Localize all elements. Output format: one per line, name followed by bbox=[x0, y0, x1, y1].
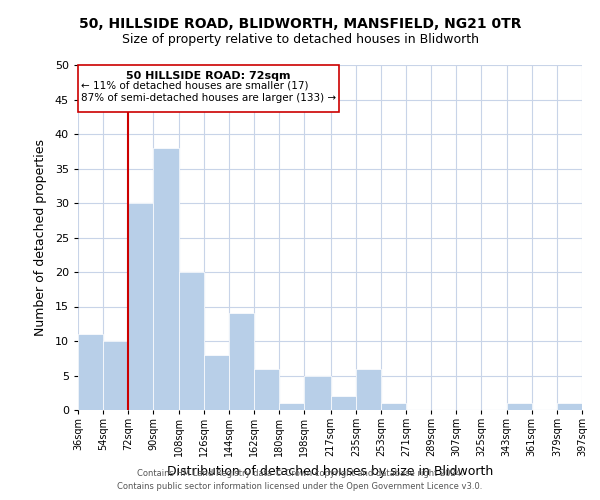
Text: 50, HILLSIDE ROAD, BLIDWORTH, MANSFIELD, NG21 0TR: 50, HILLSIDE ROAD, BLIDWORTH, MANSFIELD,… bbox=[79, 18, 521, 32]
Bar bbox=[381, 403, 406, 410]
Bar bbox=[128, 203, 154, 410]
Bar bbox=[279, 403, 304, 410]
X-axis label: Distribution of detached houses by size in Blidworth: Distribution of detached houses by size … bbox=[167, 464, 493, 477]
Bar bbox=[356, 368, 381, 410]
Y-axis label: Number of detached properties: Number of detached properties bbox=[34, 139, 47, 336]
FancyBboxPatch shape bbox=[78, 65, 339, 112]
Text: Contains HM Land Registry data © Crown copyright and database right 2024.: Contains HM Land Registry data © Crown c… bbox=[137, 468, 463, 477]
Text: Contains public sector information licensed under the Open Government Licence v3: Contains public sector information licen… bbox=[118, 482, 482, 491]
Text: 50 HILLSIDE ROAD: 72sqm: 50 HILLSIDE ROAD: 72sqm bbox=[126, 70, 291, 81]
Bar bbox=[304, 376, 331, 410]
Bar bbox=[179, 272, 203, 410]
Text: Size of property relative to detached houses in Blidworth: Size of property relative to detached ho… bbox=[121, 32, 479, 46]
Bar bbox=[582, 403, 600, 410]
Text: 87% of semi-detached houses are larger (133) →: 87% of semi-detached houses are larger (… bbox=[81, 94, 336, 104]
Bar bbox=[229, 314, 254, 410]
Bar bbox=[154, 148, 179, 410]
Bar bbox=[331, 396, 356, 410]
Bar bbox=[506, 403, 532, 410]
Bar bbox=[78, 334, 103, 410]
Bar bbox=[557, 403, 582, 410]
Bar bbox=[103, 341, 128, 410]
Text: ← 11% of detached houses are smaller (17): ← 11% of detached houses are smaller (17… bbox=[81, 80, 308, 90]
Bar bbox=[203, 355, 229, 410]
Bar bbox=[254, 368, 279, 410]
